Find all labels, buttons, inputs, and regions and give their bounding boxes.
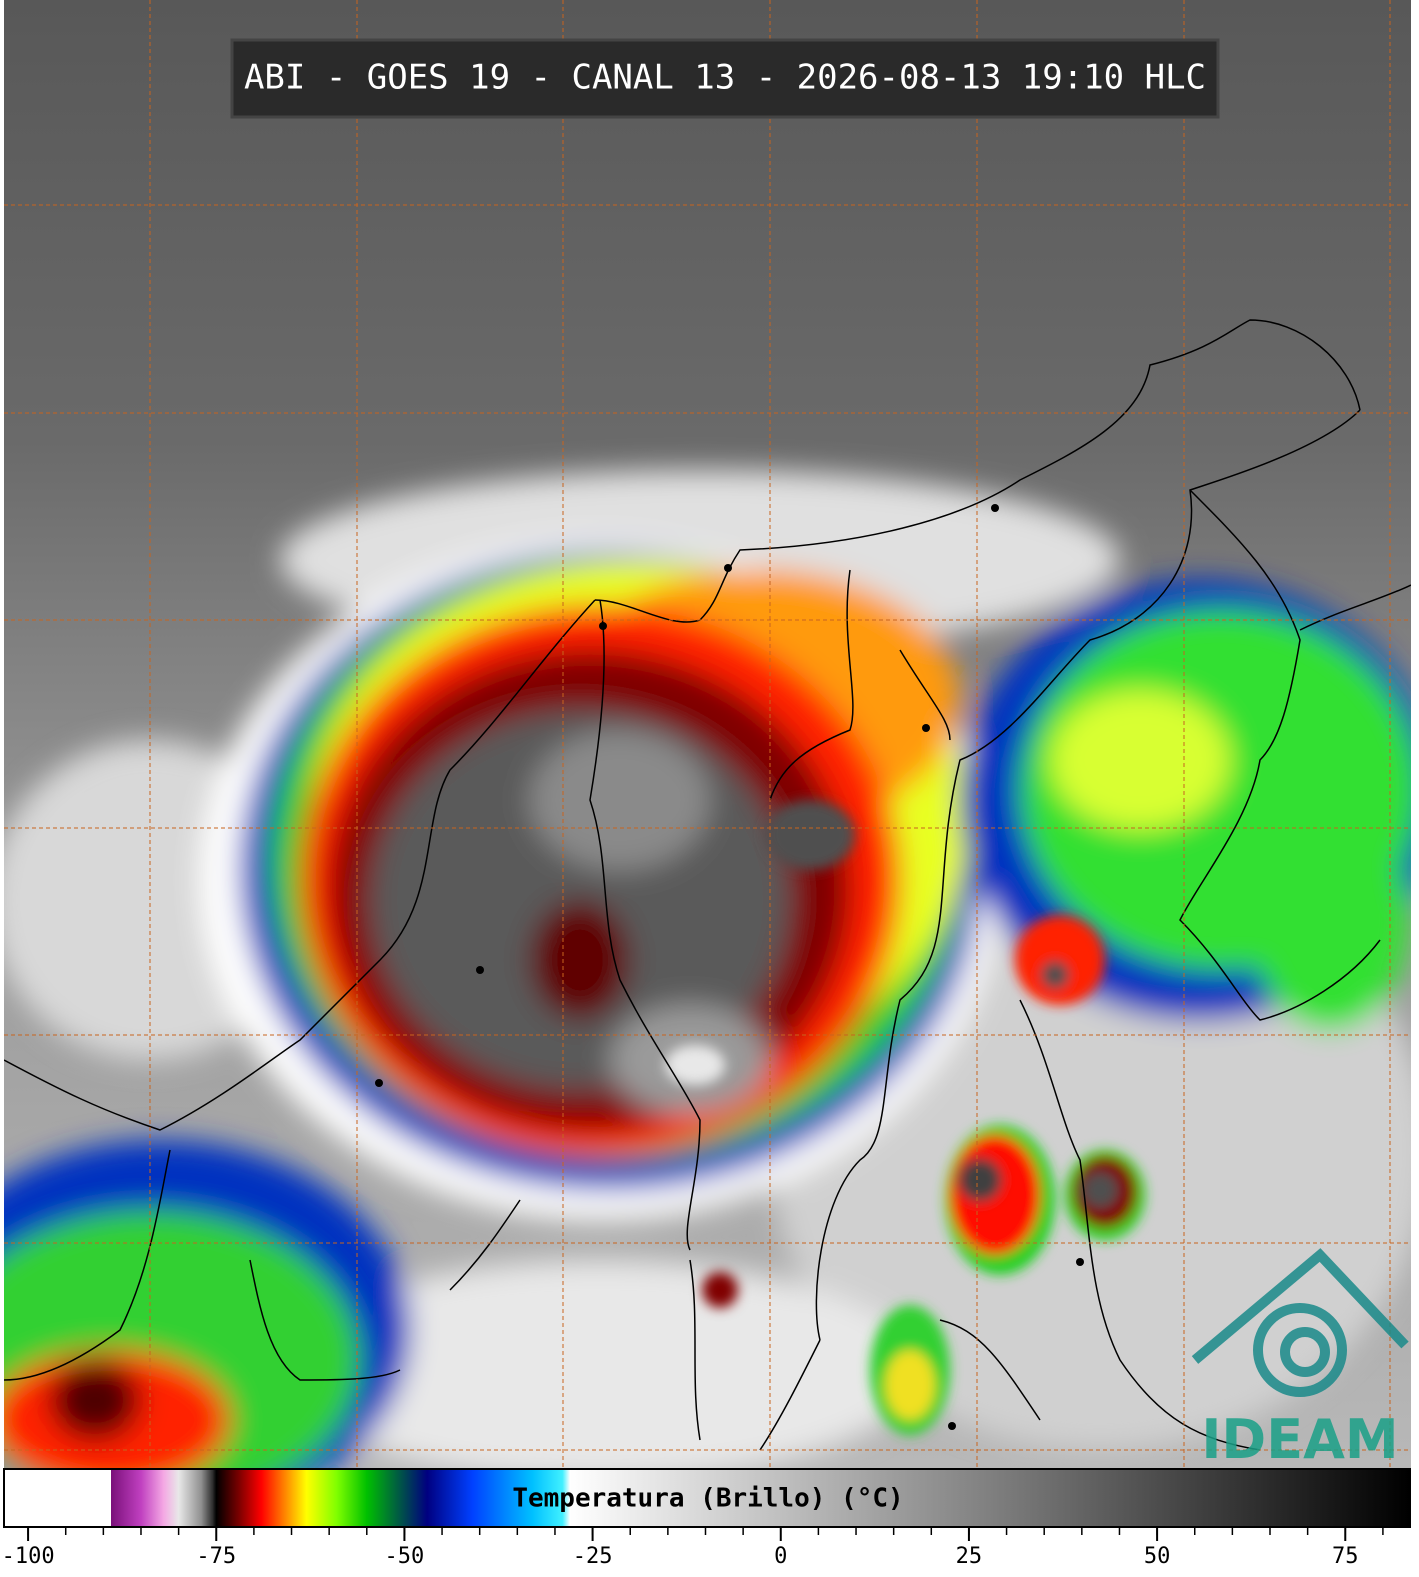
tick-label: -75 bbox=[196, 1544, 236, 1569]
tick-label: 50 bbox=[1144, 1544, 1171, 1569]
logo-mark bbox=[1191, 1248, 1409, 1397]
satellite-image: IDEAM bbox=[4, 0, 1411, 1471]
tick-label: 0 bbox=[774, 1544, 787, 1569]
graticule bbox=[4, 0, 1411, 1468]
tick-label: -25 bbox=[573, 1544, 613, 1569]
tick-label: 25 bbox=[956, 1544, 983, 1569]
logo-text: IDEAM bbox=[1201, 1408, 1398, 1471]
tick-label: 75 bbox=[1332, 1544, 1359, 1569]
title-box bbox=[230, 38, 1220, 119]
colorbar-label: Temperatura (Brillo) (°C) bbox=[512, 1484, 903, 1514]
tick-label: -50 bbox=[385, 1544, 425, 1569]
colorbar: Temperatura (Brillo) (°C) -100 -75 -50 -25 0… bbox=[2, 1468, 1411, 1569]
title: ABI - GOES 19 - CANAL 13 - 2026-08-13 19… bbox=[244, 58, 1206, 98]
tick-label: -100 bbox=[2, 1544, 55, 1569]
colorbar-fill bbox=[3, 1468, 1411, 1528]
